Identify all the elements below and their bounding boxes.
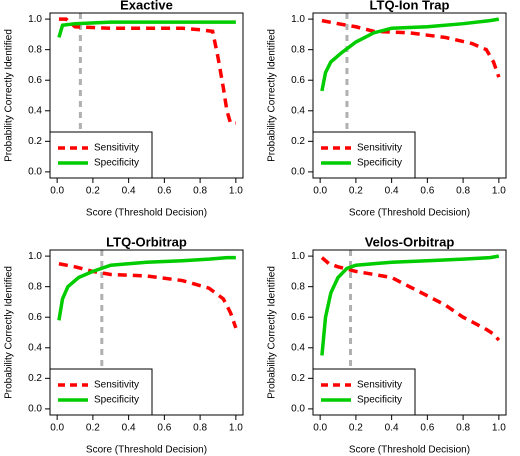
series-line [58,17,236,125]
y-tick-label: 0.4 [28,342,42,353]
x-tick-label: 0.0 [50,423,64,434]
x-tick-label: 1.0 [229,423,243,434]
x-axis-label: Score (Threshold Decision) [86,445,207,456]
y-axis-label: Probability Correctly Identified [4,29,15,162]
legend-label: Sensitivity [94,143,139,154]
y-tick-label: 0.8 [291,281,305,292]
legend-label: Specificity [357,395,402,406]
y-tick-label: 0.2 [291,136,305,147]
series-line [57,255,236,321]
series-line [320,17,500,92]
panel: Exactive Score (Threshold Decision) Probab… [4,0,244,219]
panel-title: Velos-Orbitrap [365,234,455,249]
x-tick-label: 0.8 [193,423,207,434]
y-tick-label: 0.0 [291,167,305,178]
x-tick-label: 0.8 [456,423,470,434]
x-tick-label: 0.6 [157,186,171,197]
y-tick-label: 1.0 [291,14,305,25]
y-tick-label: 0.4 [28,105,42,116]
x-tick-label: 0.0 [313,186,327,197]
legend-box [312,368,416,416]
x-tick-label: 0.8 [193,186,207,197]
x-tick-label: 0.6 [157,423,171,434]
x-tick-label: 0.2 [86,423,100,434]
x-tick-label: 0.2 [86,186,100,197]
panel: Velos-Orbitrap Score (Threshold Decision)… [267,234,507,456]
y-axis-label: Probability Correctly Identified [4,266,15,399]
y-tick-label: 1.0 [291,251,305,262]
x-tick-label: 0.6 [420,423,434,434]
x-tick-label: 0.0 [50,186,64,197]
legend-label: Sensitivity [357,143,402,154]
x-tick-label: 0.4 [385,423,399,434]
y-tick-label: 0.0 [28,404,42,415]
y-tick-label: 0.0 [291,404,305,415]
y-axis-label: Probability Correctly Identified [267,29,278,162]
x-tick-label: 0.2 [349,186,363,197]
y-tick-label: 0.4 [291,105,305,116]
panel-title: LTQ-Orbitrap [106,234,187,249]
x-tick-label: 0.4 [122,186,136,197]
legend-label: Sensitivity [94,380,139,391]
series-line [58,262,238,329]
y-tick-label: 1.0 [28,251,42,262]
panel: LTQ-Ion Trap Score (Threshold Decision) Pr… [267,0,507,219]
legend-box [49,131,153,179]
x-tick-label: 0.6 [420,186,434,197]
y-tick-label: 0.8 [28,44,42,55]
y-tick-label: 0.4 [291,342,305,353]
y-tick-label: 0.6 [291,312,305,323]
x-tick-label: 0.0 [313,423,327,434]
x-tick-label: 1.0 [229,186,243,197]
x-tick-label: 1.0 [492,423,506,434]
y-tick-label: 0.2 [28,373,42,384]
y-tick-label: 0.6 [291,75,305,86]
legend-box [312,131,416,179]
panel-title: Exactive [120,0,173,12]
series-line [320,254,500,356]
x-axis-label: Score (Threshold Decision) [349,445,470,456]
x-tick-label: 0.4 [385,186,399,197]
legend-label: Specificity [94,158,139,169]
panel-title: LTQ-Ion Trap [370,0,450,12]
x-axis-label: Score (Threshold Decision) [86,208,207,219]
y-tick-label: 1.0 [28,14,42,25]
y-tick-label: 0.0 [28,167,42,178]
y-tick-label: 0.2 [28,136,42,147]
legend-label: Specificity [357,158,402,169]
x-tick-label: 0.2 [349,423,363,434]
y-axis-label: Probability Correctly Identified [267,266,278,399]
y-tick-label: 0.8 [28,281,42,292]
series-line [321,18,501,78]
x-tick-label: 1.0 [492,186,506,197]
y-tick-label: 0.2 [291,373,305,384]
y-tick-label: 0.6 [28,75,42,86]
x-tick-label: 0.4 [122,423,136,434]
legend-box [49,368,153,416]
y-tick-label: 0.6 [28,312,42,323]
series-line [57,20,236,38]
legend-label: Sensitivity [357,380,402,391]
y-tick-label: 0.8 [291,44,305,55]
x-axis-label: Score (Threshold Decision) [349,208,470,219]
panel: LTQ-Orbitrap Score (Threshold Decision) Pr… [4,234,244,456]
x-tick-label: 0.8 [456,186,470,197]
series-line [320,256,501,342]
legend-label: Specificity [94,395,139,406]
